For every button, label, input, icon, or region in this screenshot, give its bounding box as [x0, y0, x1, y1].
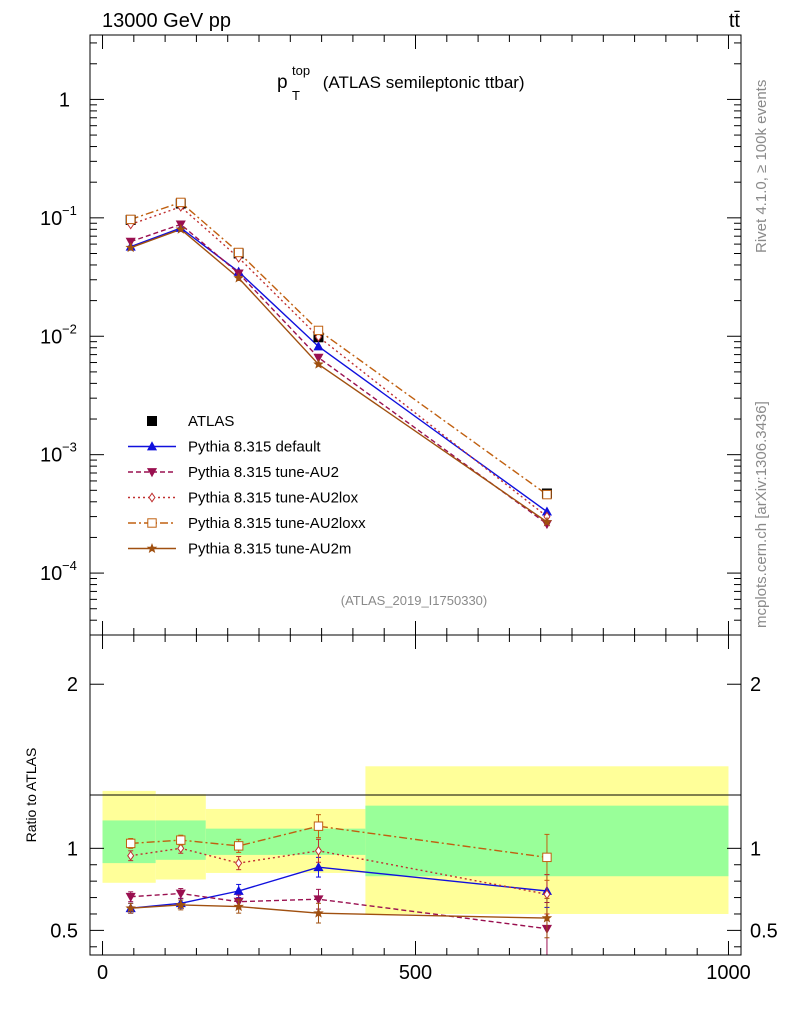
ratio-marker-1 — [125, 892, 136, 902]
ratio-marker-3 — [542, 852, 552, 863]
ratio-marker-2 — [314, 845, 323, 856]
series-marker-0 — [313, 341, 324, 351]
series-marker-1 — [313, 353, 324, 363]
ratio-marker-4 — [233, 901, 244, 912]
legend-label-1: Pythia 8.315 tune-AU2 — [188, 464, 339, 481]
legend-marker-0 — [146, 441, 158, 451]
legend: ATLAS Pythia 8.315 default Pythia 8.315 tu… — [128, 413, 366, 558]
legend-label-3: Pythia 8.315 tune-AU2loxx — [188, 515, 366, 532]
title-subscript: T — [292, 88, 300, 103]
legend-label-2: Pythia 8.315 tune-AU2lox — [188, 490, 359, 507]
upper-axis-ticks: 110−110−210−310−4 — [40, 35, 741, 636]
ratio-marker-4 — [313, 907, 324, 918]
ratio-y-tick-label: 2 — [67, 674, 78, 696]
ratio-panel: 0.5 0.5 1 1 2 2 0 500 1000 Ratio to ATLAS — [23, 634, 778, 984]
ratio-y-tick-label-right: 1 — [750, 838, 761, 860]
legend-label-0: Pythia 8.315 default — [188, 439, 321, 456]
legend-marker-1 — [146, 468, 158, 478]
ratio-marker-1 — [313, 895, 324, 905]
series-marker-4 — [313, 358, 324, 369]
rivet-version-label: Rivet 4.1.0, ≥ 100k events — [753, 80, 770, 253]
upper-y-tick-label: 10 — [40, 445, 62, 467]
legend-label-atlas: ATLAS — [188, 413, 234, 430]
plot-title: p — [277, 72, 288, 93]
legend-entry-0: Pythia 8.315 default — [128, 439, 321, 456]
legend-marker-2 — [148, 492, 156, 503]
ratio-marker-2 — [235, 858, 243, 869]
upper-y-tick-label: 10 — [40, 326, 62, 348]
series-marker-3 — [313, 325, 324, 336]
ratio-axis-ticks: 0.5 0.5 1 1 2 2 0 500 1000 — [50, 635, 778, 984]
series-marker-4 — [125, 242, 136, 253]
process-label: tt̄ — [729, 10, 741, 32]
band-1sigma-2 — [205, 828, 366, 855]
ratio-y-axis-label: Ratio to ATLAS — [23, 748, 39, 843]
x-tick-label: 0 — [97, 962, 108, 984]
ratio-marker-0 — [313, 861, 324, 872]
legend-entry-2: Pythia 8.315 tune-AU2lox — [128, 490, 359, 507]
mcplots-reference-label: mcplots.cern.ch [arXiv:1306.3436] — [753, 401, 770, 628]
legend-entry-4: Pythia 8.315 tune-AU2m — [128, 541, 351, 558]
series-marker-1 — [125, 237, 136, 247]
series-marker-3 — [125, 214, 136, 225]
upper-y-tick-exponent: −3 — [62, 440, 77, 455]
ratio-marker-3 — [233, 841, 244, 851]
ratio-y-tick-label: 0.5 — [50, 920, 78, 942]
title-main: p — [277, 72, 288, 93]
ratio-plot-content — [125, 814, 553, 956]
energy-label: 13000 GeV pp — [102, 10, 231, 32]
title-rest: (ATLAS semileptonic ttbar) — [318, 73, 525, 92]
legend-entry-3: Pythia 8.315 tune-AU2loxx — [128, 515, 366, 532]
legend-entry-atlas: ATLAS — [147, 413, 234, 430]
analysis-id-label: (ATLAS_2019_I1750330) — [341, 593, 487, 608]
ratio-marker-3 — [176, 835, 186, 845]
upper-y-tick-label: 1 — [59, 89, 70, 111]
ratio-marker-4 — [125, 902, 136, 913]
x-tick-label: 500 — [399, 962, 432, 984]
ratio-y-tick-label: 1 — [67, 838, 78, 860]
title-superscript: top — [292, 63, 310, 78]
legend-marker-4 — [146, 542, 158, 554]
ratio-y-tick-label-right: 2 — [750, 674, 761, 696]
series-marker-4 — [175, 223, 187, 234]
ratio-marker-4 — [541, 912, 553, 923]
series-marker-3 — [176, 197, 186, 208]
ratio-marker-0 — [233, 885, 244, 895]
legend-label-4: Pythia 8.315 tune-AU2m — [188, 541, 351, 558]
ratio-y-tick-label-right: 0.5 — [750, 920, 778, 942]
upper-y-tick-exponent: −4 — [62, 558, 77, 573]
legend-marker-atlas — [147, 416, 157, 426]
legend-entry-1: Pythia 8.315 tune-AU2 — [128, 464, 339, 481]
upper-plot-content — [125, 197, 553, 530]
ratio-marker-3 — [313, 821, 324, 831]
main-distribution-panel: 110−110−210−310−4 p top T (ATLAS semilep… — [40, 34, 742, 636]
ratio-marker-3 — [125, 838, 136, 849]
upper-y-tick-label: 10 — [40, 563, 62, 585]
series-marker-3 — [542, 489, 552, 500]
series-marker-4 — [541, 516, 553, 527]
series-marker-3 — [233, 247, 244, 258]
series-marker-4 — [233, 272, 244, 283]
upper-y-tick-label: 10 — [40, 208, 62, 230]
ratio-marker-2 — [177, 843, 185, 854]
upper-y-tick-exponent: −1 — [62, 203, 77, 218]
ratio-marker-2 — [127, 850, 135, 861]
x-tick-label: 1000 — [706, 962, 751, 984]
ratio-marker-1 — [175, 889, 186, 899]
ratio-marker-4 — [175, 899, 187, 910]
upper-y-tick-exponent: −2 — [62, 321, 77, 336]
legend-marker-3 — [147, 518, 157, 528]
